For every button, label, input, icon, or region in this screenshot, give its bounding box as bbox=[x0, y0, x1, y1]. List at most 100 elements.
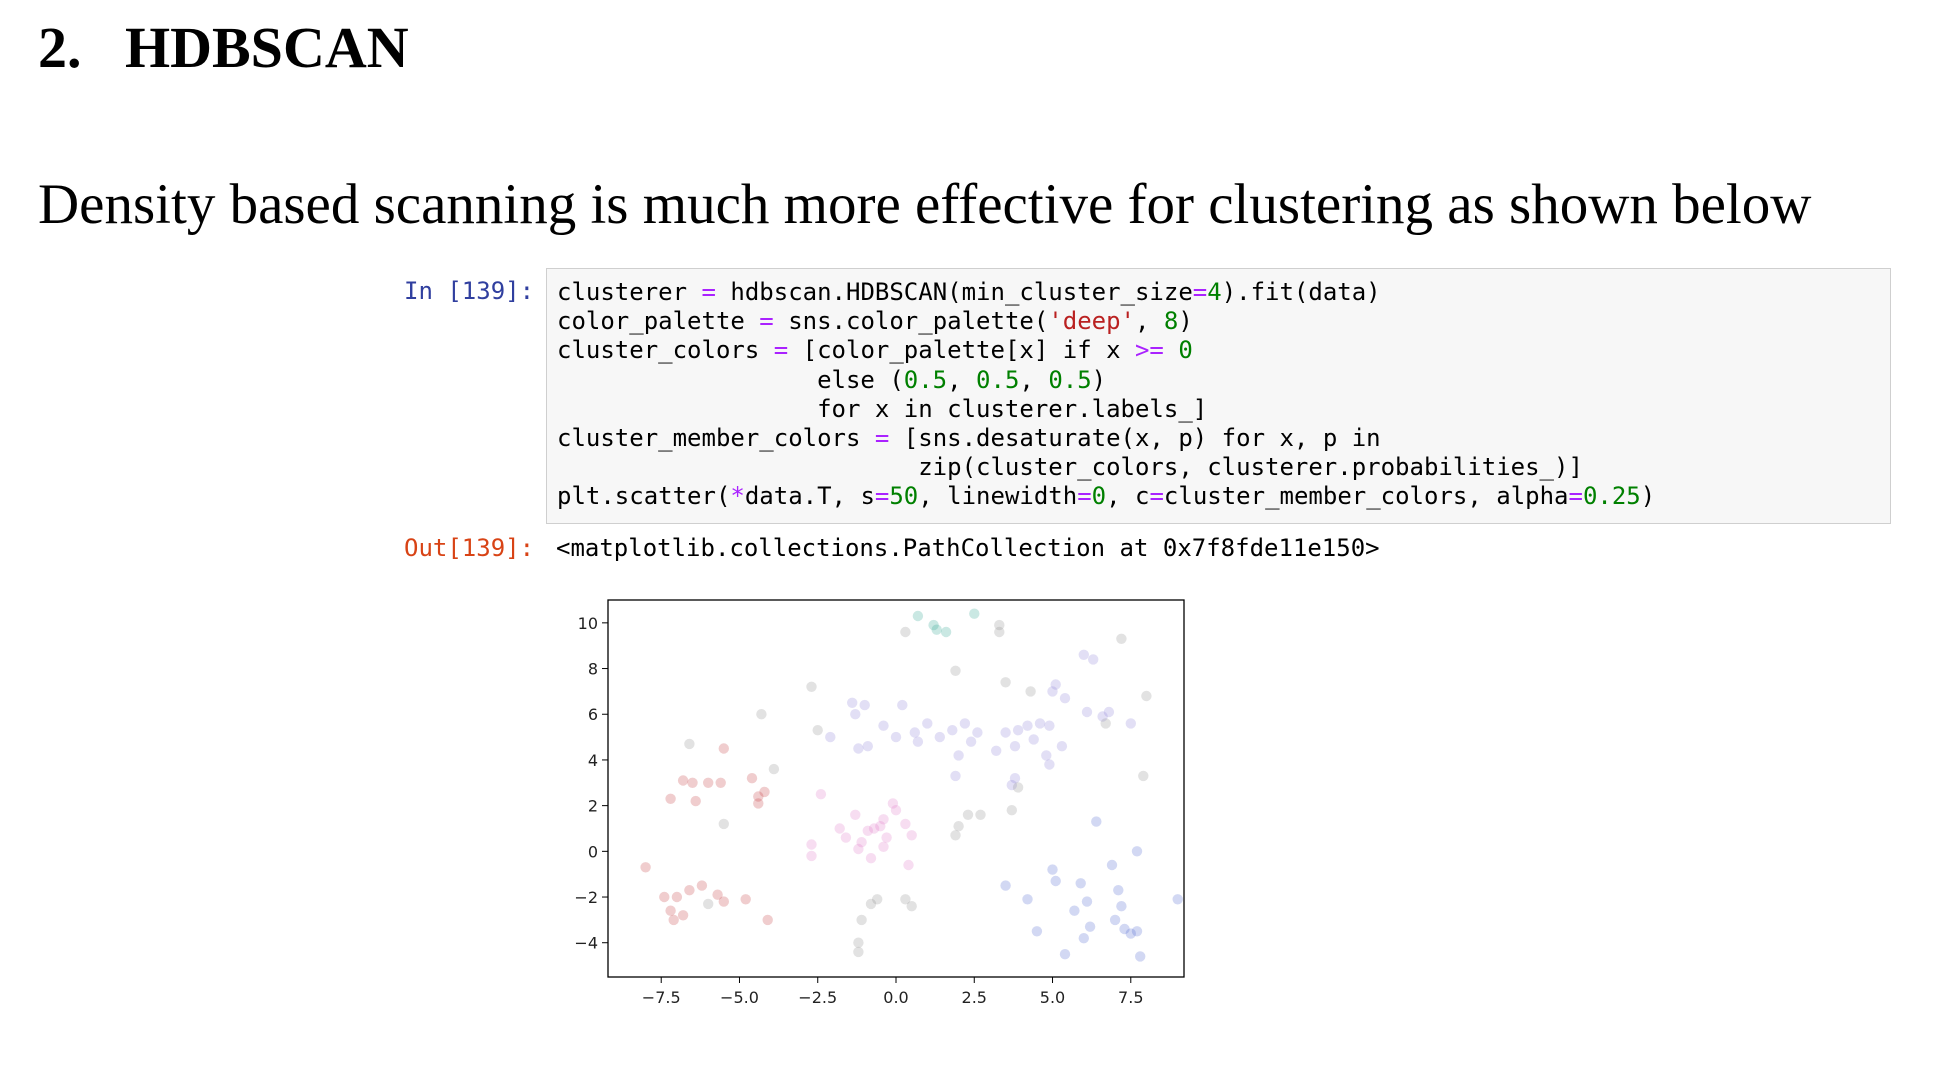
data-point bbox=[1031, 926, 1043, 937]
data-point bbox=[668, 914, 679, 926]
data-point bbox=[677, 910, 689, 921]
data-point bbox=[928, 619, 939, 631]
data-point bbox=[1116, 633, 1127, 644]
data-point bbox=[991, 745, 1002, 756]
data-point bbox=[1022, 894, 1033, 905]
data-point bbox=[671, 891, 683, 903]
data-point bbox=[850, 709, 861, 720]
data-point bbox=[878, 814, 889, 825]
data-point bbox=[815, 789, 827, 800]
data-point bbox=[862, 741, 873, 752]
data-point bbox=[994, 626, 1005, 638]
data-point bbox=[965, 736, 977, 747]
data-point bbox=[906, 901, 917, 912]
data-point bbox=[931, 624, 942, 635]
data-point bbox=[703, 777, 714, 788]
data-point bbox=[1113, 885, 1124, 896]
data-point bbox=[900, 626, 911, 638]
data-point bbox=[1081, 706, 1093, 718]
data-point bbox=[677, 775, 689, 786]
data-point bbox=[1050, 679, 1061, 690]
data-point bbox=[1012, 782, 1024, 793]
data-point bbox=[718, 896, 729, 907]
data-point bbox=[840, 832, 852, 843]
input-prompt: In [139]: bbox=[404, 277, 535, 305]
code-line: cluster_colors = [color_palette[x] if x … bbox=[557, 336, 1193, 365]
data-point bbox=[853, 937, 864, 948]
section-number: 2. bbox=[38, 15, 82, 80]
data-point bbox=[1078, 933, 1089, 944]
data-point bbox=[825, 731, 836, 743]
y-tick-label: 10 bbox=[578, 614, 598, 633]
data-point bbox=[1091, 816, 1102, 827]
data-point bbox=[850, 809, 861, 820]
data-point bbox=[665, 793, 676, 804]
data-point bbox=[865, 898, 877, 910]
data-point bbox=[922, 718, 933, 729]
data-point bbox=[1088, 654, 1099, 665]
data-point bbox=[975, 809, 986, 820]
data-point bbox=[1097, 711, 1108, 722]
data-point bbox=[1047, 864, 1058, 875]
data-point bbox=[806, 839, 817, 850]
data-point bbox=[878, 841, 889, 852]
data-point bbox=[753, 791, 764, 802]
data-point bbox=[853, 946, 864, 958]
y-tick-label: 0 bbox=[588, 842, 598, 861]
data-point bbox=[950, 830, 961, 841]
data-point bbox=[969, 608, 980, 619]
y-tick-label: −2 bbox=[574, 888, 598, 907]
data-point bbox=[890, 805, 902, 816]
y-tick-label: 4 bbox=[588, 751, 598, 770]
data-point bbox=[1141, 690, 1152, 702]
data-point bbox=[1125, 928, 1136, 939]
plot-frame bbox=[607, 599, 1185, 978]
data-point bbox=[1000, 727, 1011, 738]
data-point bbox=[962, 809, 974, 820]
y-tick-label: −4 bbox=[574, 934, 598, 953]
data-point bbox=[1125, 718, 1136, 729]
data-point bbox=[856, 914, 867, 926]
data-point bbox=[1022, 720, 1033, 731]
intro-paragraph: Density based scanning is much more effe… bbox=[38, 173, 1812, 236]
data-point bbox=[912, 736, 924, 747]
x-tick-label: 5.0 bbox=[1040, 988, 1065, 1007]
data-point bbox=[1000, 677, 1011, 688]
data-point bbox=[909, 727, 920, 738]
data-point bbox=[906, 830, 917, 841]
code-line: for x in clusterer.labels_] bbox=[557, 394, 1208, 423]
data-point bbox=[890, 731, 902, 743]
data-point bbox=[712, 889, 723, 900]
data-point bbox=[1100, 718, 1111, 729]
data-point bbox=[881, 832, 892, 843]
code-cell[interactable]: clusterer = hdbscan.HDBSCAN(min_cluster_… bbox=[546, 268, 1891, 524]
data-point bbox=[900, 818, 911, 830]
code-line: color_palette = sns.color_palette('deep'… bbox=[557, 307, 1193, 336]
data-point bbox=[950, 665, 961, 676]
data-point bbox=[847, 697, 858, 708]
y-tick-label: 6 bbox=[588, 705, 598, 724]
data-point bbox=[1009, 773, 1021, 784]
x-tick-label: 0.0 bbox=[883, 988, 908, 1007]
data-point bbox=[903, 859, 914, 871]
data-point bbox=[718, 743, 729, 754]
data-point bbox=[1009, 741, 1021, 752]
code-block[interactable]: clusterer = hdbscan.HDBSCAN(min_cluster_… bbox=[557, 278, 1655, 512]
data-point bbox=[887, 798, 899, 809]
code-line: else (0.5, 0.5, 0.5) bbox=[557, 365, 1107, 394]
data-point bbox=[865, 853, 877, 864]
scatter-chart: −7.5 −5.0 −2.5 0.0 2.5 5.0 7.5 10 8 6 4 2 0 −2 −4 bbox=[574, 599, 1185, 1007]
data-point bbox=[878, 720, 889, 731]
data-point bbox=[897, 699, 908, 711]
data-point bbox=[684, 885, 695, 896]
data-point bbox=[856, 837, 867, 848]
data-point bbox=[665, 905, 676, 916]
data-point bbox=[953, 821, 964, 832]
data-point bbox=[834, 823, 845, 834]
x-tick-label: −2.5 bbox=[798, 988, 837, 1007]
data-point bbox=[1044, 720, 1055, 731]
data-point bbox=[812, 725, 823, 736]
data-point bbox=[1119, 923, 1130, 935]
data-point bbox=[1131, 926, 1143, 937]
data-point bbox=[1034, 718, 1046, 729]
